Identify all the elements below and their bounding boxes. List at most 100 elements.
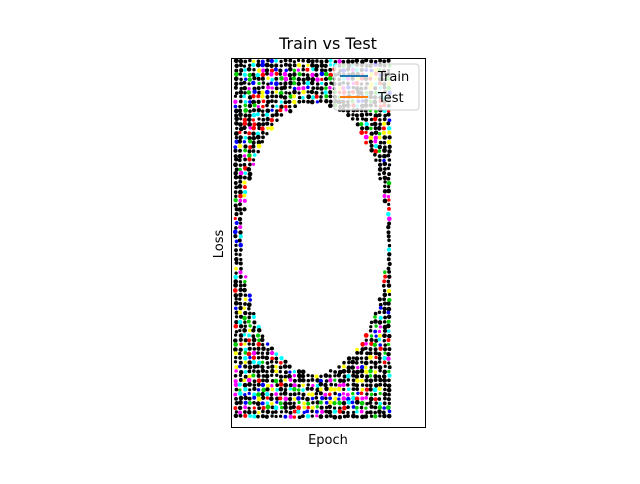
data-point (301, 378, 306, 383)
data-point (234, 319, 239, 325)
data-point (301, 72, 306, 77)
data-point (234, 387, 239, 392)
data-point (252, 386, 257, 392)
data-point (243, 77, 248, 81)
data-point (243, 135, 248, 140)
data-point (301, 96, 305, 100)
data-point (315, 400, 320, 405)
data-point (382, 189, 388, 194)
data-point (282, 95, 288, 100)
data-point (354, 405, 359, 410)
data-point (261, 346, 266, 352)
data-point (386, 126, 392, 131)
data-point (296, 81, 301, 86)
data-point (377, 386, 382, 391)
data-point (278, 365, 283, 370)
data-point (269, 392, 274, 397)
data-point (278, 374, 284, 379)
data-point (278, 72, 282, 76)
data-point (359, 400, 365, 406)
data-point (239, 63, 243, 68)
data-point (288, 67, 293, 72)
data-point (273, 405, 279, 411)
data-point (310, 59, 315, 64)
data-point (373, 126, 378, 131)
data-point (328, 90, 333, 95)
data-point (383, 343, 387, 347)
data-point (365, 383, 369, 388)
data-point (261, 104, 265, 109)
data-point (284, 108, 288, 112)
data-point (239, 257, 243, 262)
data-point (257, 90, 262, 95)
data-point (365, 351, 370, 356)
data-point (238, 395, 244, 401)
data-point (369, 325, 373, 329)
data-point (377, 333, 382, 338)
data-point (252, 122, 257, 127)
data-point (373, 113, 379, 119)
data-point (234, 397, 238, 401)
data-point (270, 410, 275, 415)
data-point (382, 297, 386, 302)
data-point (387, 378, 391, 383)
data-point (238, 292, 243, 298)
data-point (243, 324, 247, 328)
data-point (363, 346, 368, 351)
data-point (359, 126, 365, 131)
data-point (376, 125, 382, 131)
data-point (270, 113, 275, 118)
data-point (264, 68, 270, 73)
data-point (264, 112, 270, 117)
data-point (373, 149, 379, 154)
data-point (351, 387, 356, 391)
data-point (296, 369, 302, 374)
data-point (247, 153, 252, 158)
data-point (307, 392, 311, 396)
data-point (369, 117, 374, 122)
data-point (279, 405, 284, 410)
data-point (234, 220, 239, 226)
data-point (269, 396, 274, 402)
data-point (369, 334, 374, 338)
data-point (237, 410, 243, 415)
data-point (382, 153, 387, 159)
data-point (274, 392, 278, 396)
data-point (247, 391, 251, 396)
data-point (306, 58, 311, 64)
data-point (377, 135, 382, 140)
data-point (251, 94, 256, 99)
data-point (257, 117, 261, 121)
data-point (323, 71, 329, 77)
data-point (387, 221, 392, 226)
data-point (270, 387, 275, 392)
data-point (274, 414, 278, 419)
data-point (287, 364, 292, 369)
data-point (292, 409, 297, 414)
data-point (234, 365, 239, 370)
data-point (296, 409, 301, 414)
data-point (266, 76, 270, 80)
data-point (248, 139, 253, 144)
data-point (233, 85, 238, 90)
data-point (333, 374, 337, 378)
data-point (311, 400, 315, 405)
data-point (269, 346, 274, 351)
data-point (274, 71, 279, 76)
data-point (387, 144, 392, 149)
data-point (256, 149, 260, 154)
data-point (252, 395, 257, 400)
data-point (233, 216, 237, 221)
data-point (386, 153, 391, 158)
data-point (373, 139, 378, 144)
data-point (234, 131, 239, 136)
data-point (341, 396, 347, 401)
data-point (387, 333, 392, 339)
data-point (247, 333, 251, 338)
data-point (387, 158, 392, 162)
data-point (242, 328, 247, 333)
data-point (284, 68, 288, 73)
data-point (274, 360, 279, 364)
data-point (377, 337, 382, 342)
data-point (288, 58, 293, 63)
